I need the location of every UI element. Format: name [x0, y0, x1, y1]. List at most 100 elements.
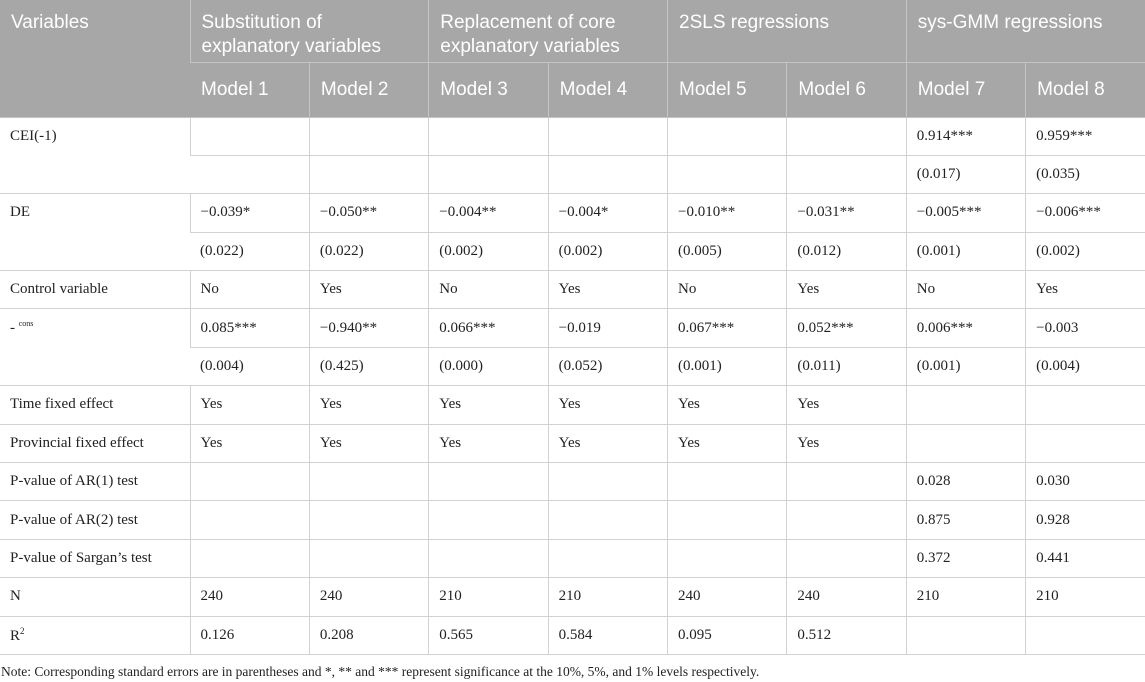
row-label-prov-fe: Provincial fixed effect — [0, 424, 190, 464]
cell-cons-se-m6: (0.011) — [786, 347, 907, 387]
cell-sargan-m5 — [667, 539, 787, 579]
header-model-3: Model 3 — [428, 62, 549, 118]
cell-cons-coef-m7: 0.006*** — [905, 308, 1026, 348]
cell-sargan-m6 — [786, 539, 907, 579]
cell-cons-se-m7: (0.001) — [905, 347, 1026, 387]
header-model-6: Model 6 — [786, 62, 907, 118]
cell-r2-m8 — [1025, 616, 1145, 655]
cell-ar2-m5 — [667, 500, 787, 540]
cell-prov-fe-m1: Yes — [189, 424, 310, 464]
cell-de-se-m7: (0.001) — [905, 232, 1026, 272]
cell-time-fe-m7 — [905, 385, 1026, 425]
cell-sargan-m8: 0.441 — [1025, 539, 1145, 579]
header-model-8: Model 8 — [1025, 62, 1145, 118]
row-de-coef: DE −0.039* −0.050** −0.004** −0.004* −0.… — [0, 193, 1145, 272]
cell-ar2-m6 — [786, 500, 907, 540]
header-model-5: Model 5 — [667, 62, 787, 118]
cell-n-m5: 240 — [667, 577, 787, 617]
cell-control-m6: Yes — [786, 270, 907, 310]
row-time-fe: Time fixed effect Yes Yes Yes Yes Yes Ye… — [0, 385, 1145, 425]
cons-subscript: cons — [18, 319, 34, 329]
cell-cei-se-m3 — [428, 155, 549, 195]
cell-r2-m7 — [905, 616, 1026, 655]
row-label-ar1: P-value of AR(1) test — [0, 462, 190, 502]
row-de-se: (0.022) (0.022) (0.002) (0.002) (0.005) … — [0, 232, 1145, 272]
cell-cei-coef-m3 — [428, 117, 549, 156]
table-note: Note: Corresponding standard errors are … — [1, 664, 760, 679]
row-n: N 240 240 210 210 240 240 210 210 — [0, 577, 1145, 617]
cell-n-m8: 210 — [1025, 577, 1145, 617]
cell-prov-fe-m8 — [1025, 424, 1145, 464]
header-model-1: Model 1 — [190, 62, 310, 118]
cell-de-se-m1: (0.022) — [190, 232, 310, 272]
cell-control-m7: No — [905, 270, 1026, 310]
cell-control-m1: No — [189, 270, 310, 310]
cell-ar1-m1 — [189, 462, 310, 502]
cell-ar1-m7: 0.028 — [905, 462, 1026, 502]
row-label-time-fe: Time fixed effect — [0, 385, 190, 425]
cell-cei-se-m4 — [547, 155, 668, 195]
cell-sargan-m7: 0.372 — [905, 539, 1026, 579]
row-sargan: P-value of Sargan’s test 0.372 0.441 — [0, 539, 1145, 579]
cell-de-se-m8: (0.002) — [1025, 232, 1145, 272]
row-cei-coef: CEI(-1) 0.914*** 0.959*** — [0, 117, 1145, 195]
cell-r2-m2: 0.208 — [308, 616, 429, 655]
cell-r2-m1: 0.126 — [189, 616, 310, 655]
cell-de-coef-m1: −0.039* — [189, 193, 310, 233]
cell-prov-fe-m6: Yes — [786, 424, 907, 464]
cell-cei-coef-m5 — [667, 117, 787, 156]
row-ar1: P-value of AR(1) test 0.028 0.030 — [0, 462, 1145, 502]
row-r2: R2 0.126 0.208 0.565 0.584 0.095 0.512 — [0, 616, 1145, 655]
row-control: Control variable No Yes No Yes No Yes No… — [0, 270, 1145, 310]
cell-cons-se-m5: (0.001) — [667, 347, 787, 387]
cell-ar2-m8: 0.928 — [1025, 500, 1145, 540]
cell-prov-fe-m4: Yes — [547, 424, 668, 464]
cell-cei-se-m5 — [667, 155, 787, 195]
cell-cons-coef-m3: 0.066*** — [428, 308, 549, 348]
row-cei-se: (0.017) (0.035) — [0, 155, 1145, 195]
cell-cons-se-m2: (0.425) — [308, 347, 429, 387]
cell-cons-se-m1: (0.004) — [190, 347, 310, 387]
row-ar2: P-value of AR(2) test 0.875 0.928 — [0, 500, 1145, 540]
cell-de-coef-m8: −0.006*** — [1025, 193, 1145, 233]
cell-cons-se-m8: (0.004) — [1025, 347, 1145, 387]
cell-de-se-m6: (0.012) — [786, 232, 907, 272]
row-label-n: N — [0, 577, 190, 617]
cell-de-coef-m6: −0.031** — [786, 193, 907, 233]
cell-sargan-m1 — [189, 539, 310, 579]
header-group-replacement: Replacement of core explanatory variable… — [428, 0, 668, 63]
cell-control-m8: Yes — [1025, 270, 1145, 310]
header-model-4: Model 4 — [547, 62, 668, 118]
cell-ar2-m1 — [189, 500, 310, 540]
cell-de-se-m3: (0.002) — [428, 232, 549, 272]
cell-ar1-m5 — [667, 462, 787, 502]
cell-n-m1: 240 — [189, 577, 310, 617]
row-label-cei: CEI(-1) — [0, 117, 190, 195]
row-prov-fe: Provincial fixed effect Yes Yes Yes Yes … — [0, 424, 1145, 464]
cell-time-fe-m6: Yes — [786, 385, 907, 425]
cell-cei-coef-m6 — [786, 117, 907, 156]
cell-de-coef-m5: −0.010** — [667, 193, 787, 233]
cell-ar1-m2 — [308, 462, 429, 502]
row-label-de: DE — [0, 193, 190, 272]
cons-prefix: - — [10, 320, 15, 337]
header-group-sysgmm: sys-GMM regressions — [905, 0, 1145, 63]
row-label-ar2: P-value of AR(2) test — [0, 500, 190, 540]
r2-base: R — [10, 627, 21, 644]
cell-control-m2: Yes — [308, 270, 429, 310]
cell-sargan-m3 — [428, 539, 549, 579]
cell-ar2-m3 — [428, 500, 549, 540]
cell-de-coef-m7: −0.005*** — [905, 193, 1026, 233]
cell-cons-coef-m6: 0.052*** — [786, 308, 907, 348]
cell-r2-m5: 0.095 — [667, 616, 787, 655]
header-model-2: Model 2 — [308, 62, 429, 118]
cell-ar2-m7: 0.875 — [905, 500, 1026, 540]
cell-cons-coef-m5: 0.067*** — [667, 308, 787, 348]
cell-cons-se-m4: (0.052) — [547, 347, 668, 387]
cell-n-m6: 240 — [786, 577, 907, 617]
r2-superscript: 2 — [20, 625, 25, 636]
cell-cei-se-m7: (0.017) — [905, 155, 1026, 195]
cell-de-se-m5: (0.005) — [667, 232, 787, 272]
cell-cei-se-m1 — [190, 155, 310, 195]
cell-de-se-m4: (0.002) — [547, 232, 668, 272]
